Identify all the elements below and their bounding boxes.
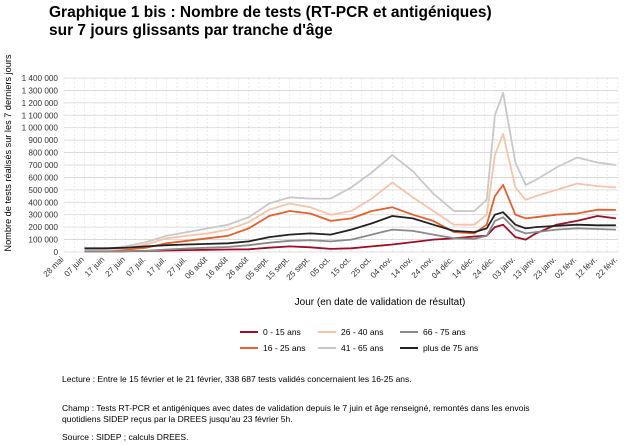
legend-item: 66 - 75 ans <box>400 326 466 338</box>
legend-item: plus de 75 ans <box>400 342 478 354</box>
x-tick-label: 05 oct. <box>308 255 332 279</box>
y-tick-label: 400 000 <box>28 198 58 207</box>
legend-item: 26 - 40 ans <box>318 326 384 338</box>
y-tick-label: 500 000 <box>28 186 58 195</box>
scope-note-line2: quotidiens SIDEP reçus par la DREES jusq… <box>62 414 293 424</box>
x-tick-label: 15 oct. <box>329 255 353 279</box>
series-line-plus-de-75-ans <box>84 211 616 250</box>
y-tick-label: 1 300 000 <box>22 86 59 95</box>
legend-swatch <box>318 330 336 334</box>
x-tick-label: 17 juin <box>83 255 107 279</box>
x-tick-label: 28 mai <box>42 255 66 279</box>
legend-swatch <box>400 346 418 350</box>
y-tick-label: 1 200 000 <box>22 99 59 108</box>
y-tick-label: 100 000 <box>28 236 58 245</box>
scope-note-line1: Champ : Tests RT-PCR et antigéniques ave… <box>62 403 530 413</box>
x-tick-label: 14 nov. <box>389 255 414 280</box>
x-tick-label: 04 déc. <box>430 255 455 280</box>
legend-swatch <box>240 330 258 334</box>
legend-swatch <box>240 346 258 350</box>
legend-label: 66 - 75 ans <box>423 327 466 337</box>
reading-note: Lecture : Entre le 15 février et le 21 f… <box>62 374 412 384</box>
x-tick-label: 12 févr. <box>574 255 599 280</box>
line-chart: 0 100 000 200 000 300 000 400 000 500 000 600 … <box>22 74 620 282</box>
x-tick-label: 07 juil. <box>124 255 147 278</box>
x-tick-label: 23 janv. <box>532 255 558 281</box>
legend-item: 41 - 65 ans <box>318 342 384 354</box>
chart-title-line1: Graphique 1 bis : Nombre de tests (RT-PC… <box>49 4 492 21</box>
x-tick-label: 22 févr. <box>594 255 619 280</box>
y-tick-label: 1 100 000 <box>22 111 59 120</box>
y-tick-label: 1 400 000 <box>22 74 59 83</box>
series-line-16-25-ans <box>84 183 616 252</box>
y-tick-label: 700 000 <box>28 161 58 170</box>
y-tick-label: 200 000 <box>28 223 58 232</box>
series-line-26-40-ans <box>84 132 616 252</box>
legend-swatch <box>400 330 418 334</box>
y-tick-label: 600 000 <box>28 173 58 182</box>
series-line-66-75-ans <box>84 216 616 253</box>
source-note: Source : SIDEP ; calculs DREES. <box>62 432 189 442</box>
legend-swatch <box>318 346 336 350</box>
x-tick-label: 07 juin <box>62 255 86 279</box>
chart-title: Graphique 1 bis : Nombre de tests (RT-PC… <box>49 4 492 40</box>
legend-label: 26 - 40 ans <box>341 327 384 337</box>
y-tick-label: 900 000 <box>28 136 58 145</box>
y-tick-label: 1 000 000 <box>22 124 59 133</box>
series-line-0-15-ans <box>84 215 617 253</box>
x-axis-label: Jour (en date de validation de résultat) <box>294 297 466 308</box>
legend-label: 41 - 65 ans <box>341 343 384 353</box>
x-tick-label: 04 nov. <box>369 255 394 280</box>
x-tick-label: 17 juil. <box>145 255 168 278</box>
legend-item: 0 - 15 ans <box>240 326 301 338</box>
y-tick-label: 0 <box>53 248 58 257</box>
x-tick-label: 02 févr. <box>553 255 578 280</box>
legend-item: 16 - 25 ans <box>240 342 306 354</box>
y-tick-label: 300 000 <box>28 211 58 220</box>
series-line-41-65-ans <box>84 92 617 251</box>
legend-label: 16 - 25 ans <box>263 343 306 353</box>
legend-label: 0 - 15 ans <box>263 327 301 337</box>
y-tick-label: 800 000 <box>28 149 58 158</box>
legend-label: plus de 75 ans <box>423 343 479 353</box>
scope-note: Champ : Tests RT-PCR et antigéniques ave… <box>62 403 582 425</box>
chart-title-line2: sur 7 jours glissants par tranche d'âge <box>49 22 333 39</box>
x-tick-label: 14 déc. <box>450 255 475 280</box>
x-tick-label: 27 juin <box>104 255 128 279</box>
